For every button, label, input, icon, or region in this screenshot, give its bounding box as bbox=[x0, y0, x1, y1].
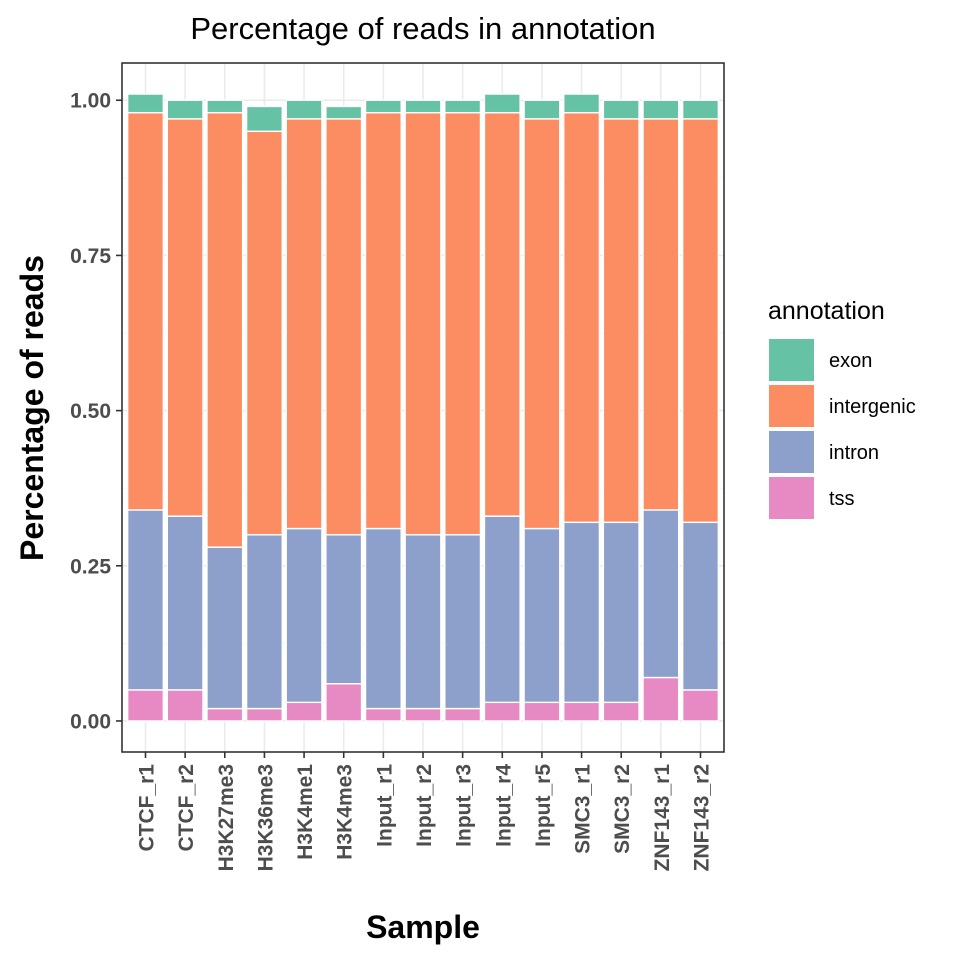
bar-segment-intron bbox=[404, 534, 442, 710]
bar-segment-intron bbox=[245, 534, 283, 710]
bar-segment-exon bbox=[364, 99, 402, 114]
legend-title: annotation bbox=[768, 297, 885, 325]
bar-segment-intergenic bbox=[245, 130, 283, 536]
bars bbox=[126, 93, 720, 722]
bar-segment-intron bbox=[523, 527, 561, 704]
bar-segment-tss bbox=[602, 701, 640, 722]
y-tick-label: 0.50 bbox=[70, 400, 111, 423]
bar-segment-exon bbox=[483, 93, 521, 114]
bar-segment-intron bbox=[681, 521, 720, 691]
bar-segment-tss bbox=[206, 707, 244, 722]
bar-segment-intron bbox=[483, 515, 521, 704]
bar-segment-tss bbox=[523, 701, 561, 722]
bar-segment-tss bbox=[563, 701, 601, 722]
bar-segment-exon bbox=[602, 99, 640, 120]
bar-segment-tss bbox=[166, 689, 204, 722]
bar-segment-intergenic bbox=[483, 111, 521, 517]
bar-segment-intergenic bbox=[126, 111, 165, 511]
x-tick-label: CTCF_r1 bbox=[136, 764, 159, 852]
x-tick-label: ZNF143_r2 bbox=[691, 764, 714, 871]
x-tick-label: H3K4me1 bbox=[294, 764, 317, 860]
bar-segment-exon bbox=[166, 99, 204, 120]
x-tick-label: Input_r2 bbox=[413, 764, 436, 847]
y-tick-label: 1.00 bbox=[70, 90, 111, 113]
bar-segment-intron bbox=[325, 534, 363, 685]
bar-segment-intergenic bbox=[523, 118, 561, 530]
bar-segment-exon bbox=[206, 99, 244, 114]
bar-segment-intergenic bbox=[285, 118, 323, 530]
legend: annotation exon intergenic intron tss bbox=[768, 297, 916, 519]
bar-segment-tss bbox=[483, 701, 521, 722]
bar-segment-tss bbox=[364, 707, 402, 722]
x-tick-label: H3K27me3 bbox=[215, 764, 238, 871]
bar-segment-intron bbox=[602, 521, 640, 704]
bar-segment-intergenic bbox=[602, 118, 640, 524]
bar-segment-intron bbox=[563, 521, 601, 704]
x-tick-label: H3K36me3 bbox=[254, 764, 277, 871]
bar-segment-tss bbox=[681, 689, 720, 722]
bar-segment-intergenic bbox=[642, 118, 680, 511]
bar-segment-intergenic bbox=[444, 111, 482, 536]
x-axis: CTCF_r1 CTCF_r2 H3K27me3 H3K36me3 H3K4me1 H3K… bbox=[136, 752, 714, 871]
y-tick-label: 0.75 bbox=[70, 245, 111, 268]
bar-segment-intergenic bbox=[404, 111, 442, 536]
legend-swatch-intergenic bbox=[769, 385, 814, 427]
bar-segment-exon bbox=[523, 99, 561, 120]
bar-segment-tss bbox=[404, 707, 442, 722]
x-tick-label: CTCF_r2 bbox=[175, 764, 198, 852]
bar-segment-exon bbox=[325, 105, 363, 120]
legend-label-exon: exon bbox=[829, 350, 872, 372]
y-axis: 0.00 0.25 0.50 0.75 1.00 bbox=[70, 90, 122, 733]
y-tick-label: 0.00 bbox=[70, 710, 111, 733]
y-axis-title: Percentage of reads bbox=[14, 255, 50, 561]
legend-label-intron: intron bbox=[829, 442, 879, 464]
bar-segment-intron bbox=[285, 527, 323, 704]
bar-segment-exon bbox=[681, 99, 720, 120]
bar-segment-intergenic bbox=[563, 111, 601, 524]
x-tick-label: H3K4me3 bbox=[334, 764, 357, 860]
bar-segment-exon bbox=[285, 99, 323, 120]
bar-segment-intron bbox=[642, 509, 680, 679]
bar-segment-intergenic bbox=[364, 111, 402, 530]
legend-label-intergenic: intergenic bbox=[829, 396, 916, 418]
bar-segment-exon bbox=[126, 93, 165, 114]
bar-segment-intergenic bbox=[681, 118, 720, 524]
bar-segment-intron bbox=[166, 515, 204, 691]
bar-segment-intergenic bbox=[206, 111, 244, 548]
legend-swatch-intron bbox=[769, 431, 814, 473]
x-tick-label: Input_r5 bbox=[532, 764, 555, 847]
bar-segment-tss bbox=[126, 689, 165, 722]
bar-segment-intergenic bbox=[166, 118, 204, 517]
x-tick-label: SMC3_r1 bbox=[572, 764, 595, 854]
bar-segment-tss bbox=[245, 707, 283, 722]
y-tick-label: 0.25 bbox=[70, 555, 111, 578]
bar-segment-tss bbox=[325, 683, 363, 722]
x-tick-label: Input_r3 bbox=[453, 764, 476, 847]
bar-segment-intron bbox=[126, 509, 165, 691]
x-tick-label: ZNF143_r1 bbox=[651, 764, 674, 872]
bar-segment-exon bbox=[563, 93, 601, 114]
bar-segment-tss bbox=[444, 707, 482, 722]
legend-swatch-exon bbox=[769, 339, 814, 381]
x-tick-label: Input_r4 bbox=[492, 764, 515, 847]
chart-title: Percentage of reads in annotation bbox=[190, 11, 655, 46]
legend-swatch-tss bbox=[769, 477, 814, 519]
legend-label-tss: tss bbox=[829, 488, 855, 510]
x-tick-label: SMC3_r2 bbox=[611, 764, 634, 854]
x-tick-label: Input_r1 bbox=[373, 764, 396, 847]
x-axis-title: Sample bbox=[366, 909, 480, 945]
bar-segment-tss bbox=[642, 676, 680, 722]
bar-segment-intergenic bbox=[325, 118, 363, 536]
bar-segment-exon bbox=[245, 105, 283, 132]
bar-segment-intron bbox=[364, 527, 402, 710]
bar-segment-intron bbox=[206, 546, 244, 710]
bar-segment-exon bbox=[404, 99, 442, 114]
bar-segment-tss bbox=[285, 701, 323, 722]
bar-segment-exon bbox=[444, 99, 482, 114]
bar-segment-intron bbox=[444, 534, 482, 710]
bar-segment-exon bbox=[642, 99, 680, 120]
